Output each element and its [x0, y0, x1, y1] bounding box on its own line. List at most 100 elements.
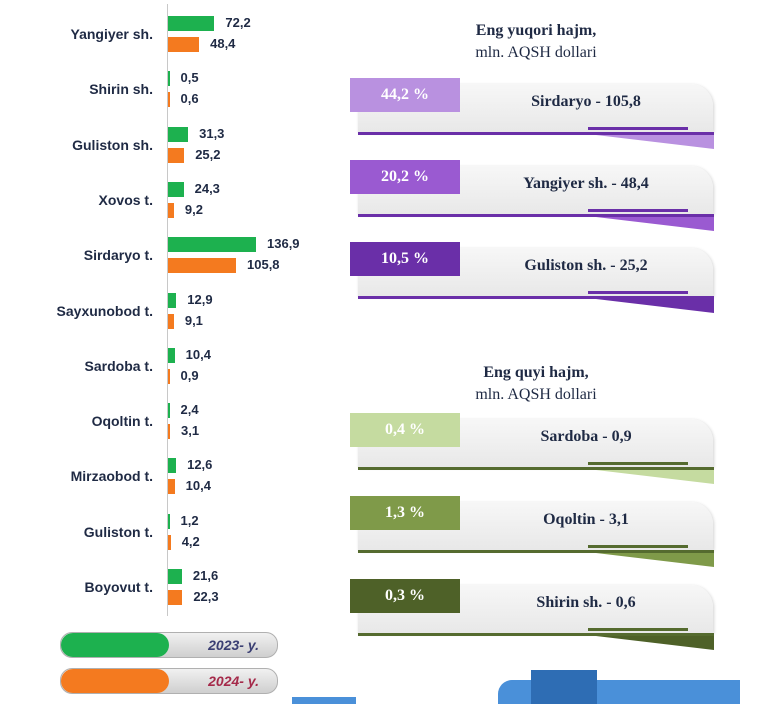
bar-value-label: 10,4: [185, 346, 211, 362]
bar-2024: [168, 534, 171, 550]
bar-value-label: 48,4: [210, 36, 236, 51]
bar-2024: [168, 313, 174, 329]
bar-value-label: 31,3: [199, 125, 225, 141]
bar-2023: [168, 458, 177, 474]
bar-value-label: 3,1: [180, 423, 200, 439]
legend-label-2024: 2024- y.: [208, 673, 259, 689]
bar-2024: [168, 202, 174, 218]
card-text: Yangiyer sh. - 48,4: [523, 175, 649, 192]
decor-blue-shape-left: [292, 697, 356, 704]
bar-value-label: 9,2: [184, 201, 203, 217]
ranking-card: 1,3 % Oqoltin - 3,1: [350, 496, 716, 567]
bar-2023: [168, 126, 189, 142]
bar-value-label: 22,3: [193, 589, 219, 604]
bottom-panel-title-line2: mln. AQSH dollari: [475, 386, 597, 403]
bar-value-label: 24,3: [194, 180, 220, 196]
card-percent: 20,2 %: [350, 160, 460, 194]
card-foot: [596, 470, 714, 484]
card-text: Shirin sh. - 0,6: [536, 594, 636, 611]
category-label: Guliston sh.: [72, 136, 153, 153]
card-underline: [358, 296, 714, 299]
category-label: Sardoba t.: [84, 357, 153, 374]
bar-chart: Yangiyer sh. 72,2 48,4 Shirin sh. 0,5 0,6 Guli…: [0, 0, 300, 625]
top-panel-title: Eng yuqori hajm, mln. AQSH dollari: [386, 20, 686, 64]
card-text: Guliston sh. - 25,2: [524, 257, 648, 274]
ranking-card: 10,5 % Guliston sh. - 25,2: [350, 242, 716, 313]
card-accent-line: [588, 291, 688, 294]
category-axis-line: [167, 4, 168, 616]
card-percent: 44,2 %: [350, 78, 460, 112]
legend-item-2024: 2024- y.: [60, 668, 278, 694]
card-text: Sirdaryo - 105,8: [531, 93, 641, 110]
card-underline: [358, 550, 714, 553]
bar-value-label: 25,2: [195, 146, 221, 162]
bar-value-label: 0,5: [180, 70, 199, 86]
bar-2024: [168, 92, 170, 108]
card-text: Sardoba - 0,9: [540, 428, 632, 445]
category-label: Guliston t.: [83, 523, 153, 540]
legend-item-2023: 2023- y.: [60, 632, 278, 658]
bar-value-label: 105,8: [247, 257, 280, 273]
bar-value-label: 10,4: [185, 478, 211, 494]
bar-value-label: 9,1: [184, 312, 203, 328]
bar-value-label: 12,6: [187, 457, 213, 473]
category-label: Mirzaobod t.: [70, 468, 153, 485]
bar-2024: [168, 147, 185, 163]
card-underline: [358, 467, 714, 470]
card-foot: [596, 135, 714, 149]
legend-swatch-2024: [61, 669, 169, 693]
legend-swatch-2023: [61, 633, 169, 657]
ranking-card: 20,2 % Yangiyer sh. - 48,4: [350, 160, 716, 231]
bar-value-label: 21,6: [192, 568, 219, 583]
card-text: Oqoltin - 3,1: [543, 511, 629, 528]
top-panel-title-line2: mln. AQSH dollari: [475, 44, 597, 61]
bar-2023: [168, 347, 175, 363]
card-underline: [358, 214, 714, 217]
bar-value-label: 1,2: [180, 512, 199, 528]
card-underline: [358, 132, 714, 135]
ranking-card: 0,3 % Shirin sh. - 0,6: [350, 579, 716, 650]
bar-value-label: 2,4: [180, 402, 199, 418]
legend-label-2023: 2023- y.: [208, 637, 259, 653]
bar-value-label: 0,6: [180, 91, 199, 107]
bar-2024: [168, 590, 183, 605]
card-percent: 0,3 %: [350, 579, 460, 613]
bar-2023: [168, 71, 170, 87]
bar-2024: [168, 258, 236, 274]
card-accent-line: [588, 545, 688, 548]
top-panel-title-line1: Eng yuqori hajm,: [475, 22, 597, 39]
ranking-card: 44,2 % Sirdaryo - 105,8: [350, 78, 716, 149]
category-label: Oqoltin t.: [91, 413, 153, 430]
bar-value-label: 136,9: [267, 236, 300, 252]
bar-2023: [168, 292, 177, 308]
ranking-card: 0,4 % Sardoba - 0,9: [350, 413, 716, 484]
category-label: Sirdaryo t.: [83, 247, 153, 264]
card-underline: [358, 633, 714, 636]
bar-2024: [168, 37, 200, 52]
card-foot: [596, 636, 714, 650]
bar-value-label: 0,9: [180, 367, 199, 383]
bar-2023: [168, 403, 170, 419]
card-foot: [596, 217, 714, 231]
bar-2024: [168, 368, 170, 384]
category-label: Shirin sh.: [89, 81, 153, 98]
bar-2023: [168, 181, 184, 197]
card-percent: 10,5 %: [350, 242, 460, 276]
bar-2023: [168, 513, 170, 529]
category-label: Boyovut t.: [84, 579, 153, 595]
category-label: Xovos t.: [98, 191, 153, 208]
bar-2024: [168, 424, 170, 440]
bottom-panel-title-line1: Eng quyi hajm,: [483, 364, 589, 381]
card-accent-line: [588, 628, 688, 631]
card-accent-line: [588, 462, 688, 465]
bar-value-label: 72,2: [225, 15, 251, 30]
card-foot: [596, 299, 714, 313]
category-label: Yangiyer sh.: [70, 26, 153, 42]
card-accent-line: [588, 127, 688, 130]
decor-dark-blue-block: [531, 670, 597, 704]
bar-value-label: 12,9: [187, 291, 213, 307]
card-accent-line: [588, 209, 688, 212]
bar-value-label: 4,2: [181, 533, 200, 549]
bar-2023: [168, 569, 182, 584]
card-percent: 1,3 %: [350, 496, 460, 530]
